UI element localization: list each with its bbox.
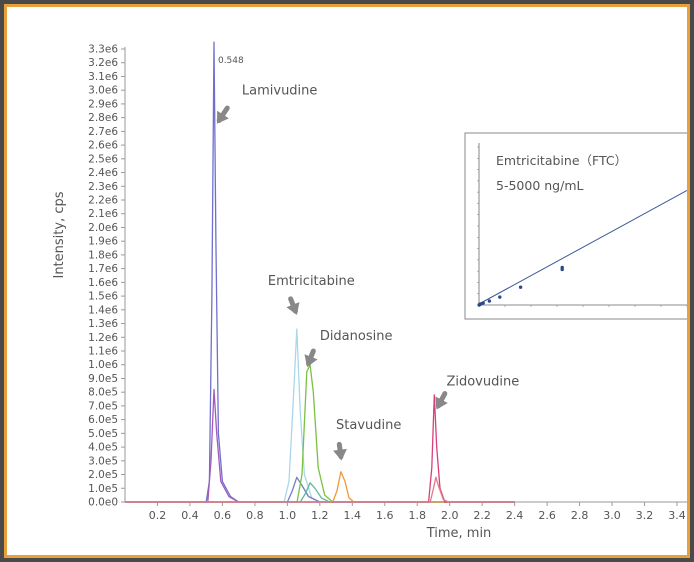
x-tick-label: 1.8 [408,509,426,522]
y-tick-label: 1.9e6 [88,236,118,248]
inset-tick-group [477,146,687,307]
chart-panel: 0.0e0 1.0e5 2.0e5 3.0e5 4.0e5 5.0e5 6.0e5 7.0e5… [7,7,687,555]
x-tick-label: 1.2 [311,509,329,522]
y-tick-label: 2.3e6 [88,181,118,193]
peak-annotation: Stavudine [336,418,401,433]
y-tick-label: 4.0e5 [88,442,118,454]
annotation-group: Lamivudine Emtricitabine Didanosine Stavudi… [216,83,519,461]
y-tick-label: 2.5e6 [88,153,118,165]
y-tick-label: 1.1e6 [88,346,118,358]
series-line [125,476,515,503]
annotation-arrowhead [216,110,229,124]
annotation-arrowhead [435,396,448,410]
x-tick-label: 3.2 [636,509,654,522]
y-tick-label: 1.4e6 [88,304,118,316]
series-line [125,482,515,503]
x-tick-label: 2.0 [441,509,459,522]
y-axis-label: Intensity, cps [52,191,67,278]
y-tick-label: 1.6e6 [88,277,118,289]
series-line [125,476,515,503]
y-tick-label: 3.0e5 [88,455,118,467]
x-tick-group: 0.2 0.4 0.6 0.8 1.0 1.2 1.4 1.6 1.8 2.0 2.2 2.4 2.6 2… [149,502,686,522]
x-tick-label: 1.0 [279,509,297,522]
calibration-inset: Emtricitabine（FTC） 5-5000 ng/mL [464,132,687,320]
x-tick-label: 0.6 [214,509,232,522]
inset-point [518,285,523,289]
inset-fit-line [478,190,687,305]
y-tick-label: 0.0e0 [88,497,118,509]
series-line [125,394,515,503]
y-tick-label: 2.4e6 [88,167,118,179]
x-tick-label: 0.8 [246,509,264,522]
x-tick-label: 0.2 [149,509,167,522]
peak-label: 0.548 [218,56,244,66]
y-tick-label: 7.0e5 [88,400,118,412]
inset-title-line1: Emtricitabine（FTC） [496,153,627,168]
inset-point [487,299,492,303]
y-tick-label: 2.6e6 [88,140,118,152]
y-tick-label: 3.1e6 [88,71,118,83]
annotation-arrowhead [333,448,347,461]
y-tick-label: 2.1e6 [88,208,118,220]
series-line [125,41,515,503]
y-tick-label: 1.7e6 [88,263,118,275]
inset-title-line2: 5-5000 ng/mL [496,178,583,193]
x-tick-label: 2.6 [538,509,556,522]
peak-annotation: Zidovudine [446,374,519,389]
y-tick-label: 2.9e6 [88,98,118,110]
x-axis-label: Time, min [426,526,492,541]
y-tick-label: 3.2e6 [88,57,118,69]
inset-point-group [477,265,564,307]
inset-frame [464,132,687,320]
y-tick-label: 1.8e6 [88,249,118,261]
x-tick-label: 3.4 [668,509,686,522]
y-tick-label: 9.0e5 [88,373,118,385]
y-tick-label: 2.8e6 [88,112,118,124]
x-tick-label: 0.4 [181,509,199,522]
y-tick-label: 1.2e6 [88,332,118,344]
y-tick-label: 3.3e6 [88,44,118,56]
x-tick-label: 1.6 [376,509,394,522]
x-tick-label: 1.4 [344,509,362,522]
inset-point [560,265,564,270]
peak-annotation: Emtricitabine [268,274,355,289]
y-tick-label: 5.0e5 [88,428,118,440]
x-tick-label: 3.0 [603,509,621,522]
series-group [125,41,515,503]
series-line [125,388,515,503]
y-tick-label: 2.7e6 [88,126,118,138]
inset-point [481,301,485,305]
y-tick-label: 2.0e5 [88,469,118,481]
x-tick-label: 2.4 [506,509,524,522]
series-line [125,364,515,503]
y-tick-label: 1.5e6 [88,291,118,303]
y-tick-label: 2.0e6 [88,222,118,234]
peak-annotation: Didanosine [320,329,393,344]
y-tick-label: 6.0e5 [88,414,118,426]
y-tick-label: 1.0e6 [88,359,118,371]
x-tick-label: 2.8 [571,509,589,522]
peak-annotation: Lamivudine [242,83,318,98]
inset-point [498,295,502,299]
x-tick-label: 2.2 [473,509,491,522]
y-tick-label: 2.2e6 [88,195,118,207]
annotation-arrowhead [286,302,300,315]
y-tick-label: 3.0e6 [88,85,118,97]
annotation-arrowhead [304,354,318,368]
y-tick-label: 1.3e6 [88,318,118,330]
y-tick-label: 1.0e5 [88,483,118,495]
series-line [125,471,515,503]
y-tick-label: 8.0e5 [88,387,118,399]
